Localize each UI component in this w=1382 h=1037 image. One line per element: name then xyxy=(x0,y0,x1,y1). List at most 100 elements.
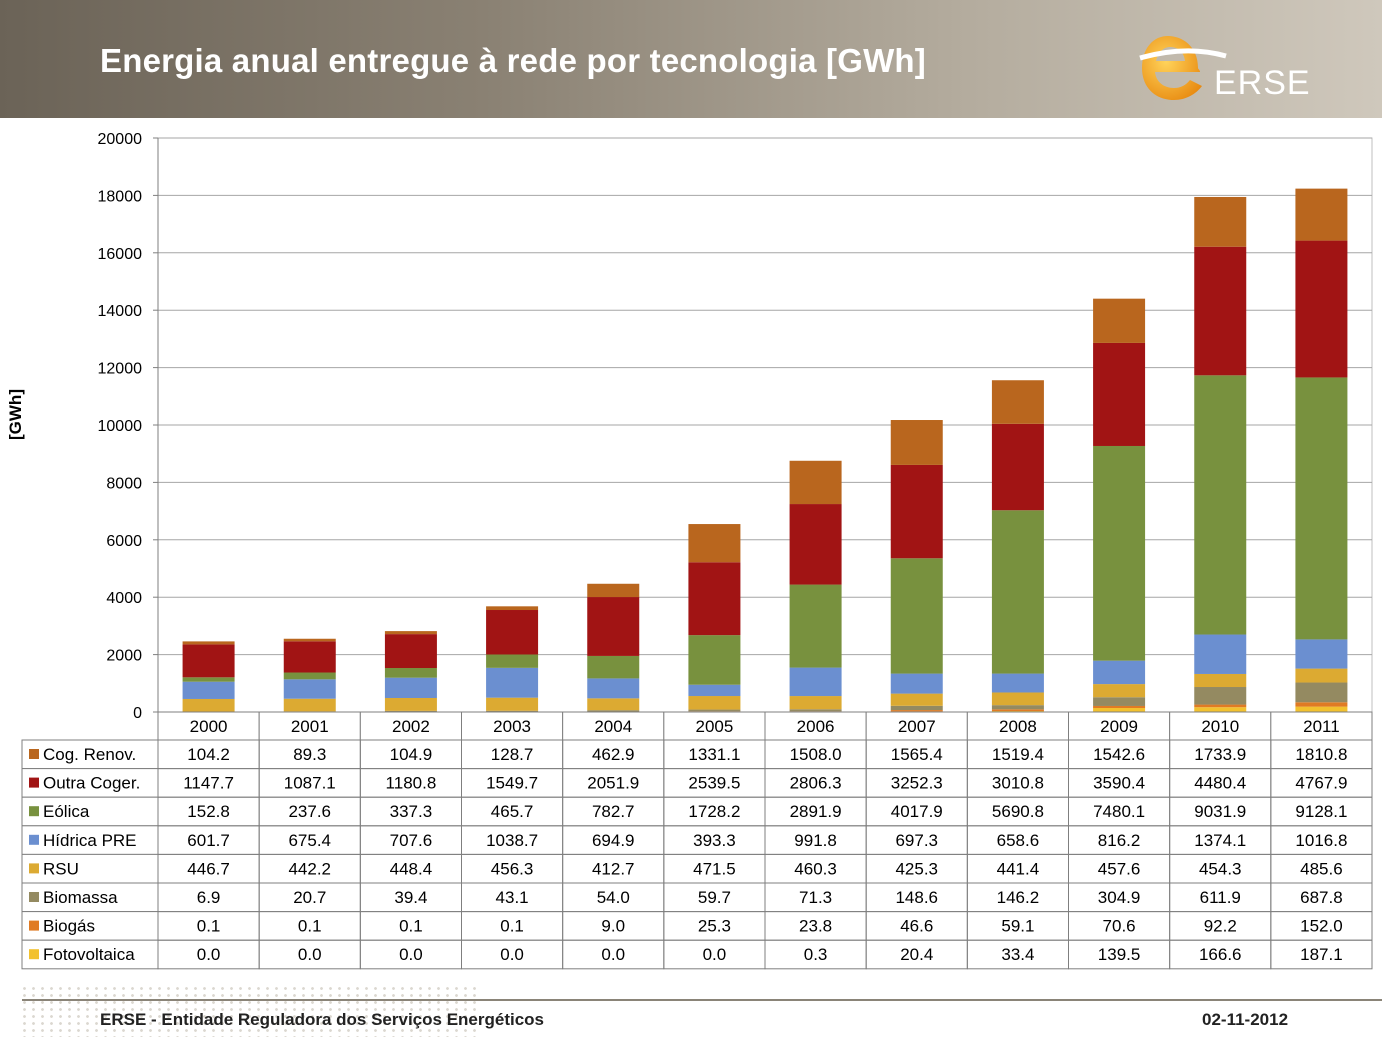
data-value-label: 465.7 xyxy=(491,802,534,821)
data-value-label: 5690.8 xyxy=(992,802,1044,821)
bar-segment xyxy=(1093,342,1146,446)
bar-segment xyxy=(486,697,539,711)
bar-segment xyxy=(587,698,640,711)
bar-segment xyxy=(890,420,943,465)
page-title: Energia anual entregue à rede por tecnol… xyxy=(100,42,926,79)
legend-label: Fotovoltaica xyxy=(43,945,135,964)
bar-segment xyxy=(991,705,1044,710)
table-legend-cell xyxy=(21,882,159,913)
table-header-cell xyxy=(562,711,665,741)
y-tick-label: 8000 xyxy=(106,475,142,492)
data-value-label: 1519.4 xyxy=(992,745,1044,764)
bar-segment xyxy=(182,698,235,712)
data-value-label: 54.0 xyxy=(597,888,630,907)
data-value-label: 2891.9 xyxy=(790,802,842,821)
x-category-label: 2006 xyxy=(797,717,835,736)
bar-segment xyxy=(1295,668,1348,683)
data-value-label: 687.8 xyxy=(1300,888,1343,907)
data-value-label: 139.5 xyxy=(1098,945,1141,964)
table-header-cell xyxy=(157,711,260,741)
data-value-label: 1549.7 xyxy=(486,774,538,793)
data-value-label: 0.0 xyxy=(298,945,322,964)
data-value-label: 152.8 xyxy=(187,802,230,821)
x-category-label: 2005 xyxy=(696,717,734,736)
erse-logo-icon xyxy=(1139,36,1227,100)
bar-segment xyxy=(384,631,437,635)
data-value-label: 89.3 xyxy=(293,745,326,764)
table-header-cell xyxy=(1068,711,1171,741)
data-value-label: 0.1 xyxy=(298,917,322,936)
data-value-label: 0.0 xyxy=(399,945,423,964)
data-value-label: 658.6 xyxy=(997,831,1040,850)
bar-segment xyxy=(1194,375,1247,635)
data-value-label: 611.9 xyxy=(1200,888,1241,907)
data-value-label: 1728.2 xyxy=(688,802,740,821)
header-banner: Energia anual entregue à rede por tecnol… xyxy=(0,0,1382,118)
legend-label: Biogás xyxy=(43,917,95,936)
legend-label: Cog. Renov. xyxy=(43,745,136,764)
bar-segment xyxy=(283,672,336,680)
data-value-label: 33.4 xyxy=(1001,945,1034,964)
data-value-label: 3010.8 xyxy=(992,774,1044,793)
data-value-label: 59.7 xyxy=(698,888,731,907)
bar-segment xyxy=(688,684,741,697)
data-value-label: 457.6 xyxy=(1098,859,1141,878)
data-value-label: 1565.4 xyxy=(891,745,943,764)
bar-segment xyxy=(1093,298,1146,343)
bar-segment xyxy=(1093,445,1146,661)
data-value-label: 471.5 xyxy=(693,859,736,878)
data-value-label: 46.6 xyxy=(900,917,933,936)
bar-segment xyxy=(283,641,336,673)
bar-segment xyxy=(991,709,1044,712)
data-value-label: 441.4 xyxy=(997,859,1040,878)
data-value-label: 337.3 xyxy=(390,802,433,821)
table-header-cell xyxy=(258,711,361,741)
footer-organization: ERSE - Entidade Reguladora dos Serviços … xyxy=(100,1010,545,1029)
bar-segment xyxy=(1295,682,1348,703)
bar-segment xyxy=(789,584,842,668)
bar-segment xyxy=(384,677,437,698)
data-value-label: 43.1 xyxy=(496,888,529,907)
data-value-label: 128.7 xyxy=(491,745,534,764)
bar-segment xyxy=(1093,707,1146,712)
x-category-label: 2001 xyxy=(291,717,329,736)
bar-segment xyxy=(283,638,336,642)
bar-segment xyxy=(587,678,640,699)
bar-segment xyxy=(789,460,842,505)
data-value-label: 1016.8 xyxy=(1295,831,1347,850)
bar-segment xyxy=(890,693,943,706)
bar-segment xyxy=(991,380,1044,424)
bar-segment xyxy=(384,697,437,711)
data-value-label: 104.2 xyxy=(187,745,230,764)
data-value-label: 148.6 xyxy=(895,888,938,907)
data-value-label: 6.9 xyxy=(197,888,221,907)
bar-segment xyxy=(587,583,640,598)
bar-segment xyxy=(688,562,741,636)
data-value-label: 448.4 xyxy=(390,859,433,878)
legend-label: Hídrica PRE xyxy=(43,831,137,850)
bar-segment xyxy=(1295,706,1348,712)
data-value-label: 485.6 xyxy=(1300,859,1343,878)
data-value-label: 991.8 xyxy=(794,831,837,850)
data-value-label: 9.0 xyxy=(601,917,625,936)
data-value-label: 782.7 xyxy=(592,802,635,821)
data-value-label: 70.6 xyxy=(1103,917,1136,936)
y-tick-label: 0 xyxy=(133,705,142,722)
bar-segment xyxy=(688,635,741,685)
data-value-label: 460.3 xyxy=(794,859,837,878)
bar-segment xyxy=(1093,705,1146,708)
data-value-label: 1087.1 xyxy=(284,774,336,793)
data-value-label: 0.0 xyxy=(601,945,625,964)
bar-segment xyxy=(587,710,640,712)
bar-segment xyxy=(789,696,842,710)
y-tick-label: 18000 xyxy=(98,188,143,205)
bar-segment xyxy=(1093,697,1146,706)
bar-segment xyxy=(890,710,943,712)
bar-segment xyxy=(890,673,943,694)
data-value-label: 697.3 xyxy=(895,831,938,850)
table-header-cell xyxy=(764,711,867,741)
data-value-label: 71.3 xyxy=(799,888,832,907)
data-value-label: 104.9 xyxy=(390,745,433,764)
data-value-label: 237.6 xyxy=(288,802,331,821)
legend-swatch xyxy=(29,892,39,902)
